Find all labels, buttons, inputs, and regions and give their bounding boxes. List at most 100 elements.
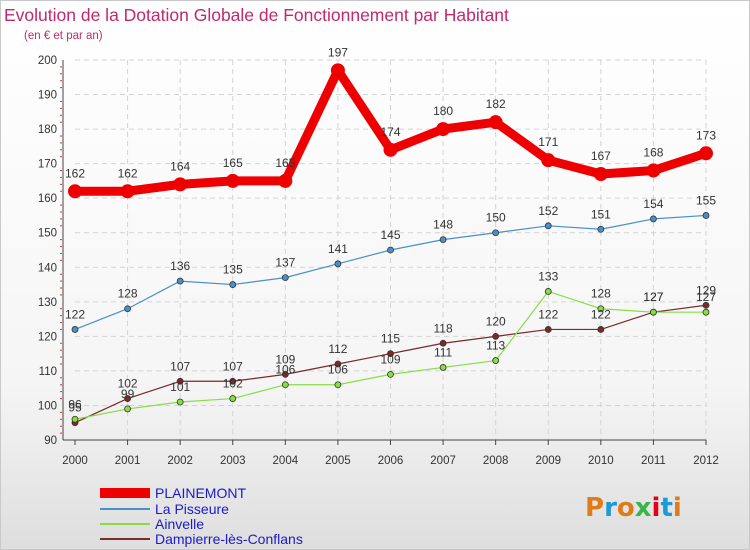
y-minor-tick [60, 156, 62, 158]
y-tick-label: 140 [38, 262, 57, 274]
data-point [439, 236, 447, 244]
legend-label: Ainvelle [155, 516, 204, 532]
data-point [387, 246, 394, 254]
data-point [492, 229, 500, 237]
legend-swatch [100, 523, 150, 525]
data-point [597, 225, 605, 233]
data-label: 145 [380, 228, 400, 242]
y-minor-tick [60, 190, 62, 192]
y-tick-label: 200 [38, 55, 57, 67]
x-tick-label: 2009 [535, 455, 561, 467]
data-label: 111 [434, 345, 453, 359]
x-tick-label: 2010 [588, 455, 614, 467]
y-minor-tick [60, 349, 62, 351]
x-tick-label: 2004 [273, 455, 299, 467]
y-minor-tick [60, 114, 62, 116]
data-point [281, 381, 289, 389]
data-label: 197 [328, 45, 348, 59]
y-minor-tick [60, 100, 62, 102]
data-point [699, 146, 713, 161]
y-minor-tick [60, 363, 62, 365]
data-label: 150 [486, 211, 506, 225]
data-label: 165 [223, 156, 243, 170]
x-tick-label: 2001 [115, 455, 141, 467]
data-label: 109 [380, 352, 400, 366]
y-tick-label: 120 [38, 331, 57, 343]
data-label: 162 [65, 166, 85, 180]
data-point [229, 377, 237, 385]
legend-swatch [100, 538, 150, 540]
y-minor-tick [60, 149, 62, 151]
data-point [334, 260, 342, 268]
y-minor-tick [60, 411, 62, 413]
data-point [124, 395, 131, 402]
data-label: 174 [380, 125, 400, 139]
data-label: 129 [696, 283, 716, 297]
data-label: 102 [223, 377, 243, 391]
legend-swatch [100, 508, 150, 510]
data-point [650, 308, 657, 316]
data-label: 122 [591, 307, 611, 321]
data-point [492, 357, 500, 364]
data-label: 154 [643, 197, 663, 211]
y-minor-tick [60, 273, 62, 275]
data-point [702, 301, 710, 309]
data-point [387, 350, 394, 358]
data-label: 109 [275, 352, 295, 366]
legend-label: La Pisseure [155, 501, 229, 517]
data-label: 122 [538, 307, 558, 321]
data-point [229, 395, 237, 402]
data-point [124, 305, 131, 313]
y-minor-tick [60, 418, 62, 420]
data-label: 155 [696, 193, 716, 207]
data-point [387, 370, 394, 378]
x-tick-label: 2007 [430, 455, 456, 467]
y-minor-tick [60, 142, 62, 144]
data-point [488, 115, 503, 130]
data-label: 127 [643, 290, 663, 304]
y-minor-tick [60, 294, 62, 296]
data-point [281, 274, 289, 282]
y-minor-tick [60, 170, 62, 172]
y-minor-tick [60, 356, 62, 358]
data-point [124, 405, 131, 413]
data-label: 99 [121, 387, 135, 401]
y-minor-tick [60, 425, 62, 427]
data-point [593, 167, 608, 181]
y-minor-tick [60, 80, 62, 82]
data-point [544, 288, 552, 295]
data-label: 115 [381, 332, 400, 346]
data-point [225, 173, 240, 188]
y-tick-label: 160 [38, 193, 57, 205]
data-label: 137 [275, 256, 295, 270]
data-label: 162 [118, 166, 138, 180]
chart-subtitle: (en € et par an) [24, 30, 103, 42]
data-point [650, 215, 657, 223]
data-label: 102 [118, 377, 138, 391]
data-point [334, 360, 342, 368]
y-minor-tick [60, 252, 62, 254]
brand-letter: o [617, 493, 635, 523]
x-tick-label: 2006 [378, 455, 404, 467]
y-minor-tick [60, 66, 62, 68]
y-minor-tick [60, 328, 62, 330]
y-minor-tick [60, 246, 62, 248]
y-minor-tick [60, 398, 62, 400]
x-tick-label: 2011 [641, 455, 666, 467]
data-label: 127 [696, 290, 716, 304]
y-minor-tick [60, 218, 62, 220]
x-tick-label: 2002 [167, 455, 193, 467]
data-label: 180 [433, 104, 453, 118]
data-label: 106 [328, 363, 348, 377]
data-label: 112 [328, 342, 347, 356]
y-minor-tick [60, 377, 62, 379]
data-point [541, 153, 556, 168]
data-point [597, 326, 605, 333]
data-label: 133 [538, 269, 558, 283]
x-tick-label: 2008 [483, 455, 509, 467]
y-minor-tick [60, 259, 62, 261]
data-point [544, 222, 552, 230]
data-label: 107 [170, 359, 190, 373]
data-label: 182 [486, 97, 506, 111]
